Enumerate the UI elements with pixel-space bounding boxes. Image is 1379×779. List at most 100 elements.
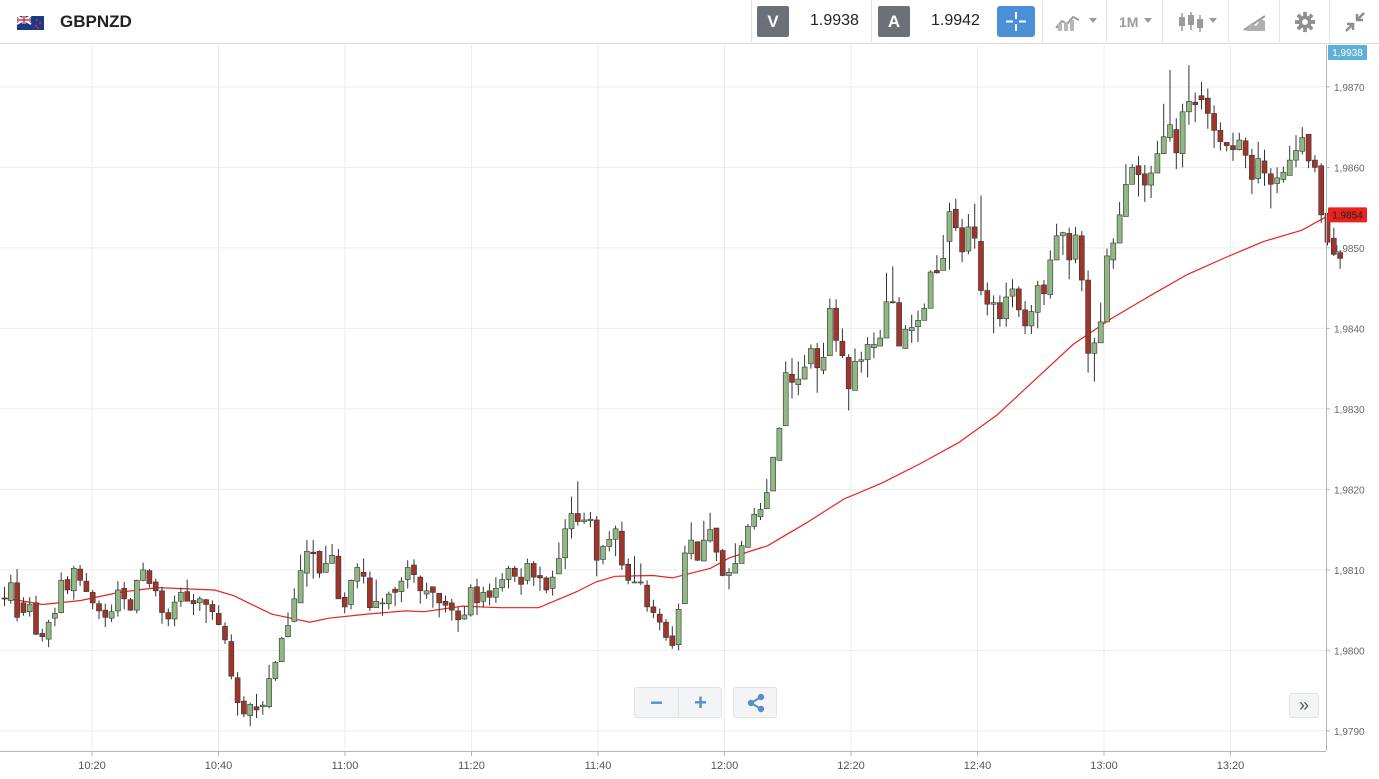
candle: [940, 234, 947, 271]
candle-body-down: [889, 301, 896, 304]
candle-body-up: [637, 581, 644, 584]
candle-body-down: [934, 270, 940, 274]
candle: [436, 592, 443, 618]
candle: [1179, 103, 1186, 168]
zoom-in-button[interactable]: +: [694, 690, 707, 715]
candle-body-down: [984, 290, 991, 305]
candle-body-up: [379, 602, 386, 605]
time-axis: 10:20 10:40 11:00 11:20 11:40 12:00 12:20 12:40…: [0, 751, 1326, 772]
candle-body-up: [1274, 177, 1280, 184]
candle-body-up: [826, 307, 833, 357]
timeframe-button[interactable]: 1M: [1106, 0, 1162, 44]
candle-body-down: [1318, 165, 1324, 216]
candle-body-down: [1331, 237, 1337, 255]
candle: [1261, 149, 1268, 186]
candle-body-up: [423, 590, 430, 595]
candle-body-down: [228, 641, 235, 677]
candle-body-down: [952, 208, 959, 229]
candle-style-button[interactable]: [1162, 0, 1228, 44]
candle-body-down: [152, 581, 159, 592]
candle-body-down: [1337, 252, 1343, 259]
candle: [228, 634, 235, 680]
candle: [1034, 280, 1041, 329]
candle: [411, 559, 417, 583]
candle: [839, 328, 846, 359]
line-chart-icon: [1055, 15, 1080, 31]
candle: [625, 558, 632, 585]
candle-body-up: [1009, 288, 1016, 297]
candle: [770, 456, 776, 492]
candle-body-down: [543, 577, 550, 591]
candle: [1280, 166, 1287, 183]
candle: [864, 337, 871, 378]
collapse-button[interactable]: [1329, 0, 1379, 44]
sell-label: V: [757, 6, 789, 37]
candle-body-up: [820, 357, 827, 371]
candle-body-down: [146, 570, 153, 584]
candle-body-down: [625, 563, 632, 581]
candle-body-down: [1066, 233, 1072, 261]
candle: [543, 576, 550, 594]
draw-tools-button[interactable]: [1228, 0, 1279, 44]
chart-type-button[interactable]: [1042, 0, 1106, 44]
candle-body-up: [115, 589, 121, 612]
candle: [442, 595, 449, 613]
candle-body-up: [278, 637, 285, 662]
candle-body-up: [26, 604, 33, 613]
candle: [549, 570, 556, 596]
candle-body-up: [745, 526, 751, 548]
candle-body-up: [480, 592, 487, 602]
candle-body-down: [1015, 288, 1022, 311]
sell-price-box[interactable]: V 1.9938: [751, 0, 871, 44]
candle: [1003, 282, 1010, 327]
candle-body-down: [203, 599, 209, 605]
candle: [71, 565, 77, 600]
zoom-out-button[interactable]: −: [650, 690, 663, 715]
candle-body-down: [392, 588, 398, 593]
candle-body-down: [713, 527, 720, 553]
candle: [556, 542, 562, 575]
candle-body-up: [197, 598, 203, 604]
candle-body-up: [499, 579, 506, 588]
candle-body-down: [1217, 130, 1224, 142]
settings-button[interactable]: [1279, 0, 1329, 44]
candle-body-up: [1047, 259, 1054, 295]
candle: [946, 202, 953, 270]
candle-body-down: [644, 584, 650, 608]
instrument-symbol: GBPNZD: [60, 12, 132, 31]
candle-body-down: [209, 604, 216, 613]
candle: [448, 598, 455, 621]
candle: [1123, 164, 1129, 217]
candle-body-up: [52, 613, 58, 619]
candle-body-up: [631, 581, 638, 584]
candle: [1337, 250, 1343, 269]
candle-body-down: [978, 241, 984, 291]
candle: [291, 588, 298, 623]
candle: [39, 628, 46, 642]
candle: [889, 266, 896, 304]
price-chart[interactable]: 1,9790 1,9800 1,9810 1,9820 1,9830 1,9840 1,98…: [0, 44, 1379, 779]
candle-body-down: [14, 582, 20, 618]
share-button[interactable]: [733, 687, 777, 718]
candle: [1299, 127, 1306, 155]
candle-body-down: [448, 602, 455, 611]
candle: [524, 558, 531, 585]
candle-body-up: [688, 539, 695, 555]
buy-price-box[interactable]: A 1.9942: [871, 0, 991, 44]
candle: [8, 574, 14, 604]
scroll-to-end-button[interactable]: »: [1289, 693, 1319, 718]
candle-body-up: [467, 587, 474, 616]
gb-nz-flag-icon: [17, 16, 44, 30]
candle-body-up: [1179, 111, 1186, 154]
candle: [921, 303, 928, 321]
candle: [348, 579, 354, 610]
candle-body-down: [367, 577, 373, 609]
price-axis: 1,9790 1,9800 1,9810 1,9820 1,9830 1,9840 1,98…: [1326, 45, 1367, 751]
candle-body-up: [782, 372, 789, 427]
crosshair-button[interactable]: [997, 6, 1035, 37]
candle: [883, 272, 890, 339]
candle-body-down: [159, 590, 165, 613]
candle: [568, 496, 575, 539]
candle-body-up: [1034, 285, 1041, 313]
candle-body-up: [1129, 167, 1135, 185]
